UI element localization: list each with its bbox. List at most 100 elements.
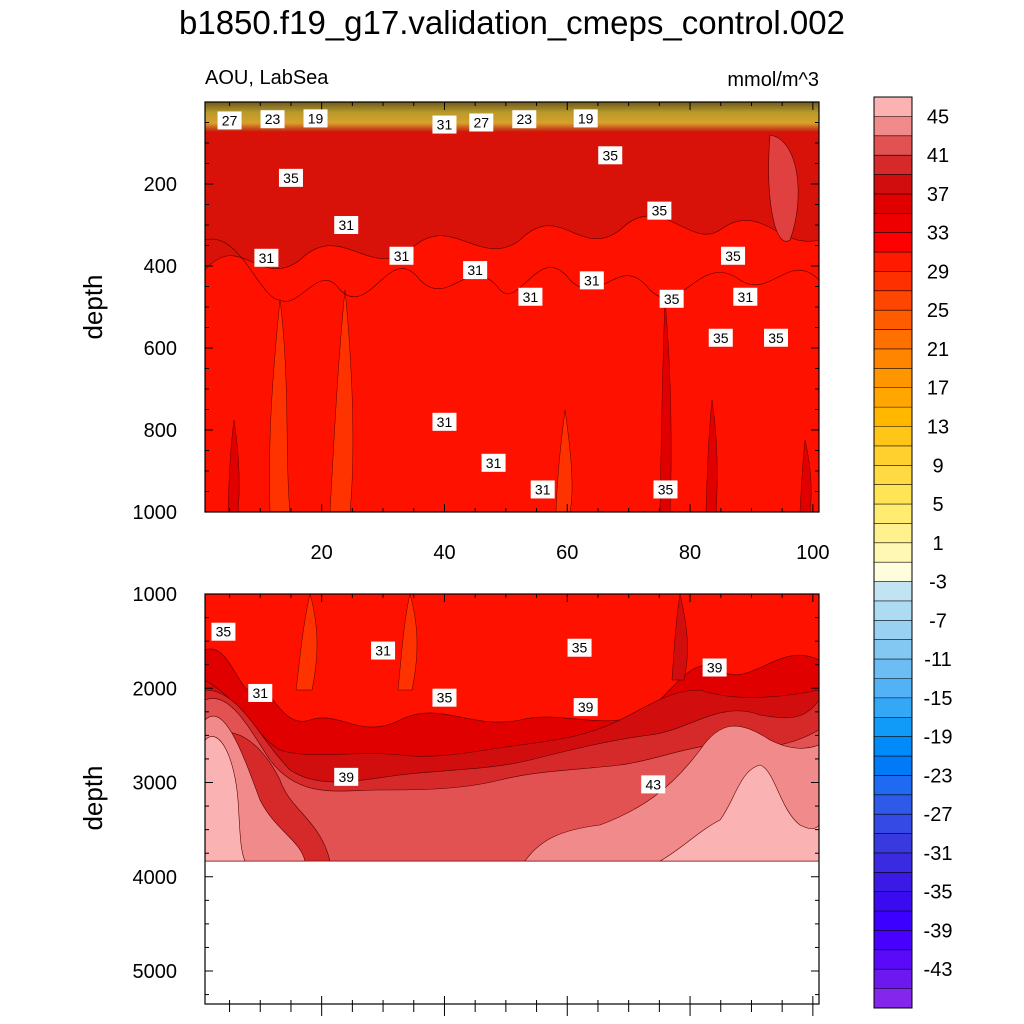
colorbar-swatch [874, 135, 912, 156]
contour-label: 31 [248, 683, 273, 702]
contour-label: 35 [708, 328, 733, 347]
y-tick-label: 3000 [133, 773, 178, 795]
lower-plot-frame [204, 593, 820, 1005]
colorbar-swatch [874, 581, 912, 602]
colorbar-swatch [874, 271, 912, 292]
colorbar-swatch [874, 930, 912, 951]
svg-text:27: 27 [474, 115, 490, 131]
colorbar-label: 9 [932, 455, 943, 477]
upper-contour-labels: 27 23 19 31 27 23 19 35 35 35 31 31 31 31 35 31 31 35 31 35… [217, 109, 789, 499]
panel-left-label: AOU, LabSea [205, 67, 329, 89]
contour-label: 31 [389, 246, 414, 265]
colorbar-label: 13 [927, 417, 949, 439]
colorbar-swatch [874, 193, 912, 214]
upper-y-ticks: 200 400 600 800 1000 [133, 101, 819, 524]
svg-text:35: 35 [658, 481, 674, 497]
colorbar-swatch [874, 600, 912, 621]
svg-text:31: 31 [467, 262, 483, 278]
colorbar-label: 37 [927, 184, 949, 206]
colorbar-label: 1 [932, 533, 943, 555]
colorbar-label: -39 [924, 920, 953, 942]
svg-text:27: 27 [222, 112, 238, 128]
upper-contour-fill [205, 102, 819, 512]
colorbar-label: -31 [924, 843, 953, 865]
svg-text:39: 39 [338, 769, 354, 785]
y-tick-label: 800 [144, 420, 177, 442]
colorbar-swatch [874, 504, 912, 524]
colorbar-label: -15 [924, 688, 953, 710]
colorbar-frame [873, 96, 913, 1009]
colorbar-label: 25 [927, 300, 949, 322]
svg-text:31: 31 [252, 685, 268, 701]
svg-text:31: 31 [535, 481, 551, 497]
colorbar-swatch [874, 988, 912, 1009]
contour-label: 35 [598, 146, 623, 165]
svg-text:35: 35 [437, 690, 453, 706]
svg-text:39: 39 [707, 660, 723, 676]
contour-label: 19 [303, 109, 328, 128]
colorbar-swatch [874, 620, 912, 641]
colorbar-swatch [874, 736, 912, 757]
y-tick-label: 2000 [133, 678, 178, 700]
svg-text:39: 39 [578, 699, 594, 715]
contour-label: 35 [721, 246, 746, 265]
colorbar-swatch [874, 290, 912, 311]
colorbar-label: 21 [927, 339, 949, 361]
contour-label: 35 [567, 638, 592, 657]
svg-text:35: 35 [602, 147, 618, 163]
colorbar-label: -43 [924, 959, 953, 981]
contour-label: 19 [573, 109, 598, 128]
colorbar-label: -19 [924, 727, 953, 749]
contour-label: 39 [702, 658, 727, 677]
colorbar-label: -23 [924, 765, 953, 787]
colorbar-label: 17 [927, 378, 949, 400]
x-tick-label: 80 [679, 542, 701, 564]
colorbar-swatch [874, 969, 912, 989]
y-tick-label: 5000 [133, 961, 178, 983]
lower-x-ticks [229, 594, 814, 1016]
upper-x-ticks: 20 40 60 80 100 [229, 102, 830, 564]
svg-text:31: 31 [738, 289, 754, 305]
x-tick-label: 100 [796, 542, 829, 564]
svg-text:31: 31 [437, 414, 453, 430]
lower-contour-fill [205, 594, 819, 1004]
contour-label: 31 [371, 641, 396, 660]
x-tick-label: 40 [433, 542, 455, 564]
colorbar-swatch [874, 174, 912, 195]
contour-label: 27 [217, 111, 242, 130]
svg-text:31: 31 [375, 643, 391, 659]
svg-text:35: 35 [216, 624, 232, 640]
colorbar-label: 5 [932, 494, 943, 516]
colorbar-swatch [874, 678, 912, 699]
colorbar-swatch [874, 523, 912, 544]
lower-y-axis-label: depth [78, 765, 108, 830]
contour-label: 31 [432, 412, 457, 431]
svg-text:31: 31 [523, 289, 539, 305]
colorbar-swatch [874, 891, 912, 912]
contour-label: 35 [432, 688, 457, 707]
x-tick-label: 60 [556, 542, 578, 564]
colorbar-label: 45 [927, 106, 949, 128]
svg-text:35: 35 [572, 640, 588, 656]
colorbar-swatch [874, 911, 912, 931]
colorbar-swatch [874, 872, 912, 893]
colorbar-swatch [874, 445, 912, 466]
y-tick-label: 4000 [133, 867, 178, 889]
colorbar-swatch [874, 387, 912, 408]
svg-text:35: 35 [725, 248, 741, 264]
svg-text:35: 35 [283, 170, 299, 186]
contour-label: 35 [659, 289, 684, 308]
contour-label: 23 [260, 110, 285, 129]
svg-text:31: 31 [394, 248, 410, 264]
colorbar-swatch [874, 756, 912, 776]
colorbar-swatch [874, 852, 912, 873]
colorbar-swatch [874, 213, 912, 233]
svg-text:43: 43 [645, 776, 661, 792]
colorbar-swatch [874, 465, 912, 485]
svg-text:23: 23 [516, 111, 532, 127]
svg-text:19: 19 [308, 110, 324, 126]
contour-label: 31 [579, 271, 604, 290]
figure-title: b1850.f19_g17.validation_cmeps_control.0… [179, 4, 845, 41]
